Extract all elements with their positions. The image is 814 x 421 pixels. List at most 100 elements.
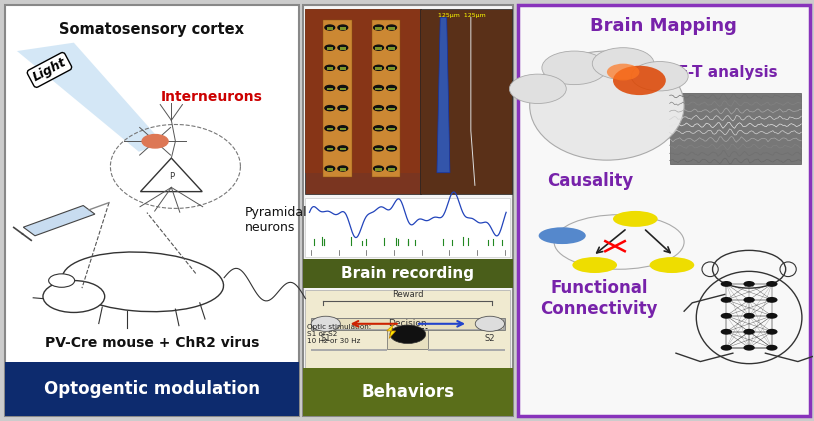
Circle shape — [325, 146, 335, 151]
Bar — [388, 47, 395, 50]
Text: Causality: Causality — [548, 172, 634, 190]
Bar — [339, 168, 346, 171]
Bar — [670, 93, 801, 164]
Text: Decision: Decision — [388, 319, 427, 328]
Circle shape — [43, 280, 105, 312]
Polygon shape — [17, 43, 164, 152]
Text: Somatosensory cortex: Somatosensory cortex — [59, 21, 244, 37]
Bar — [375, 128, 382, 131]
Bar — [375, 47, 382, 50]
Bar — [339, 108, 346, 110]
Circle shape — [325, 106, 335, 111]
Bar — [305, 290, 510, 368]
Circle shape — [325, 65, 335, 70]
Bar — [339, 128, 346, 131]
Bar — [303, 368, 513, 416]
Circle shape — [593, 48, 654, 80]
Circle shape — [325, 45, 335, 50]
Circle shape — [325, 126, 335, 131]
Circle shape — [387, 146, 396, 151]
Bar — [388, 27, 395, 29]
Ellipse shape — [530, 51, 684, 160]
Circle shape — [374, 25, 383, 30]
Bar — [5, 362, 299, 416]
Bar — [339, 148, 346, 150]
Circle shape — [510, 74, 567, 104]
Text: PV-Cre mouse + ChR2 virus: PV-Cre mouse + ChR2 virus — [45, 336, 259, 350]
Bar — [375, 168, 382, 171]
Circle shape — [766, 281, 777, 287]
Text: F-T analysis: F-T analysis — [678, 64, 778, 80]
Text: Pyramidal
neurons: Pyramidal neurons — [244, 206, 307, 234]
Circle shape — [387, 45, 396, 50]
Bar — [339, 88, 346, 90]
Circle shape — [338, 166, 348, 171]
Bar — [326, 168, 333, 171]
Bar — [326, 27, 333, 29]
Bar — [313, 319, 503, 329]
Text: Functional
Connectivity: Functional Connectivity — [540, 279, 658, 318]
Circle shape — [387, 85, 396, 91]
Circle shape — [720, 313, 732, 319]
Circle shape — [387, 166, 396, 171]
Circle shape — [49, 274, 75, 287]
Text: 125μm  125μm: 125μm 125μm — [439, 13, 486, 18]
Bar — [388, 168, 395, 171]
Text: Reward: Reward — [392, 290, 423, 298]
Bar — [375, 148, 382, 150]
Text: P: P — [168, 173, 174, 181]
Bar — [518, 5, 810, 416]
Bar — [375, 27, 382, 29]
Bar — [339, 67, 346, 70]
Circle shape — [338, 65, 348, 70]
Bar — [326, 148, 333, 150]
Circle shape — [374, 45, 383, 50]
Bar — [323, 20, 352, 177]
Circle shape — [325, 25, 335, 30]
Ellipse shape — [613, 66, 666, 95]
Bar — [388, 88, 395, 90]
Bar — [311, 349, 387, 351]
Bar — [387, 330, 428, 349]
Circle shape — [325, 166, 335, 171]
Bar — [305, 198, 510, 257]
Circle shape — [374, 85, 383, 91]
Circle shape — [475, 316, 505, 331]
Bar — [339, 27, 346, 29]
Bar — [326, 67, 333, 70]
Bar — [305, 9, 421, 194]
Bar — [375, 67, 382, 70]
Bar — [420, 9, 511, 194]
Circle shape — [743, 329, 755, 335]
Text: S2: S2 — [484, 334, 495, 343]
Bar — [303, 259, 513, 288]
Bar — [305, 9, 421, 173]
Circle shape — [374, 65, 383, 70]
Circle shape — [743, 297, 755, 303]
Circle shape — [374, 126, 383, 131]
Circle shape — [338, 146, 348, 151]
Bar — [375, 88, 382, 90]
Bar — [388, 128, 395, 131]
Circle shape — [142, 135, 168, 148]
Circle shape — [387, 65, 396, 70]
Circle shape — [743, 345, 755, 351]
Bar — [388, 148, 395, 150]
Bar — [375, 108, 382, 110]
Circle shape — [390, 325, 426, 344]
Circle shape — [374, 146, 383, 151]
Circle shape — [743, 281, 755, 287]
Bar — [303, 5, 513, 416]
Circle shape — [743, 313, 755, 319]
Circle shape — [311, 316, 340, 331]
Circle shape — [387, 126, 396, 131]
Text: S1: S1 — [321, 334, 331, 343]
Ellipse shape — [650, 257, 694, 273]
Circle shape — [720, 297, 732, 303]
Circle shape — [374, 106, 383, 111]
Circle shape — [766, 313, 777, 319]
Ellipse shape — [62, 252, 224, 312]
Bar — [326, 108, 333, 110]
Circle shape — [720, 329, 732, 335]
Circle shape — [325, 85, 335, 91]
